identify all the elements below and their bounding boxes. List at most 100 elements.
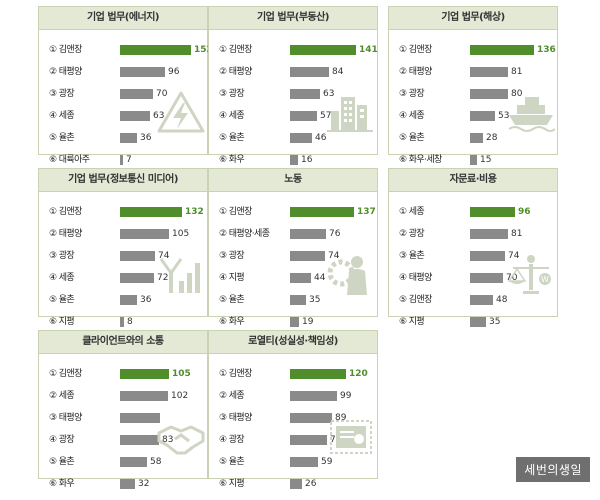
bar: [290, 457, 318, 467]
category-label: ① 김앤장: [49, 207, 82, 217]
certificate-icon: [330, 420, 372, 454]
bar: [290, 369, 346, 379]
value-label: 81: [511, 67, 523, 77]
bar: [290, 251, 325, 261]
signal-antenna-icon: [159, 258, 200, 293]
category-label: ① 김앤장: [219, 369, 252, 379]
value-label: 89: [335, 413, 347, 423]
watermark: 세번의생일: [516, 457, 590, 482]
chart-row: ① 세종 96: [389, 206, 557, 218]
category-label: ③ 광장: [49, 89, 75, 99]
category-label: ⑤ 율촌: [49, 133, 75, 143]
value-label: 53: [498, 111, 510, 121]
value-label: 70: [156, 89, 168, 99]
value-label: 36: [140, 133, 152, 143]
category-label: ④ 광장: [219, 435, 245, 445]
value-label: 72: [157, 273, 169, 283]
value-label: 63: [323, 89, 335, 99]
category-label: ③ 율촌: [399, 251, 425, 261]
category-label: ④ 지평: [219, 273, 245, 283]
chart-row: ⑥ 화우 19: [209, 316, 377, 328]
value-label: 105: [172, 369, 191, 379]
category-label: ⑤ 율촌: [219, 133, 245, 143]
chart-row: ④ 광장 83: [39, 434, 207, 446]
chart-row: ① 김앤장 105: [39, 368, 207, 380]
bar: [470, 89, 508, 99]
chart-row: ③ 광장 74: [39, 250, 207, 262]
bar: [290, 413, 332, 423]
category-label: ③ 광장: [49, 251, 75, 261]
chart-row: ① 김앤장 152: [39, 44, 213, 56]
chart-row: ⑥ 화우·세창 15: [389, 154, 557, 166]
category-label: ④ 태평양: [399, 273, 432, 283]
bar: [290, 89, 320, 99]
category-label: ⑤ 율촌: [399, 133, 425, 143]
bar: [120, 45, 191, 55]
chart-row: ① 김앤장 141: [209, 44, 378, 56]
chart-row: ③ 태평양: [39, 412, 207, 424]
bar: [120, 317, 124, 327]
chart-row: ⑤ 율촌 36: [39, 294, 207, 306]
value-label: 16: [301, 155, 313, 165]
category-label: ⑥ 지평: [219, 479, 245, 489]
value-label: 83: [162, 435, 174, 445]
bar: [470, 45, 534, 55]
chart-panel: 기업 법무(해상) ① 김앤장 136 ② 태평양 81 ③ 광장 80 ④ 세종 53 ⑤ 율촌…: [388, 6, 558, 165]
category-label: ⑤ 율촌: [219, 295, 245, 305]
bar: [290, 435, 327, 445]
bar: [290, 67, 329, 77]
category-label: ② 태평양: [219, 67, 252, 77]
chart-row: ③ 광장 70: [39, 88, 207, 100]
chart-row: ② 세종 102: [39, 390, 207, 402]
value-label: 26: [305, 479, 317, 489]
value-label: 81: [511, 229, 523, 239]
category-label: ③ 광장: [219, 89, 245, 99]
chart-title: 클라이언트와의 소통: [39, 331, 207, 354]
scale-person-icon: W: [507, 255, 551, 294]
value-label: 80: [511, 89, 523, 99]
category-label: ③ 태평양: [49, 413, 82, 423]
value-label: 141: [359, 45, 378, 55]
value-label: 57: [320, 111, 332, 121]
value-label: 102: [171, 391, 189, 401]
chart-row: ① 김앤장 132: [39, 206, 207, 218]
bar: [470, 207, 515, 217]
category-label: ① 김앤장: [219, 45, 252, 55]
chart-row: ① 김앤장 137: [209, 206, 377, 218]
category-label: ① 세종: [399, 207, 425, 217]
bar: [120, 369, 169, 379]
chart-row: ③ 율촌 74: [389, 250, 557, 262]
value-label: 35: [489, 317, 501, 327]
chart-title: 기업 법무(부동산): [209, 7, 377, 30]
value-label: 15: [480, 155, 492, 165]
chart-row: ④ 세종 57: [209, 110, 377, 122]
bar: [290, 273, 311, 283]
value-label: 137: [357, 207, 376, 217]
chart-row: ⑥ 화우 32: [39, 478, 207, 490]
value-label: 78: [330, 435, 342, 445]
category-label: ⑥ 지평: [49, 317, 75, 327]
chart-panel: 노동 ① 김앤장 137 ② 태평양·세종 76 ③ 광장 74 ④ 지평 44 ⑤ 율촌 35 ⑥ …: [208, 168, 378, 327]
bar: [120, 435, 159, 445]
bar: [470, 155, 477, 165]
building-icon: [327, 97, 373, 132]
bar: [120, 273, 154, 283]
chart-row: ③ 광장 80: [389, 88, 557, 100]
chart-row: ④ 세종 72: [39, 272, 207, 284]
chart-row: ④ 광장 78: [209, 434, 377, 446]
value-label: 96: [168, 67, 180, 77]
chart-title: 자문료·비용: [389, 169, 557, 192]
value-label: 58: [150, 457, 162, 467]
bar: [120, 89, 153, 99]
bar: [290, 45, 356, 55]
bar: [470, 111, 495, 121]
category-label: ⑤ 율촌: [49, 295, 75, 305]
category-label: ② 태평양: [49, 229, 82, 239]
value-label: 136: [537, 45, 556, 55]
chart-row: ② 태평양 81: [389, 66, 557, 78]
category-label: ⑥ 화우: [49, 479, 75, 489]
bar: [120, 251, 155, 261]
chart-row: ③ 광장 63: [209, 88, 377, 100]
category-label: ⑥ 화우: [219, 155, 245, 165]
chart-row: ⑥ 지평 35: [389, 316, 557, 328]
